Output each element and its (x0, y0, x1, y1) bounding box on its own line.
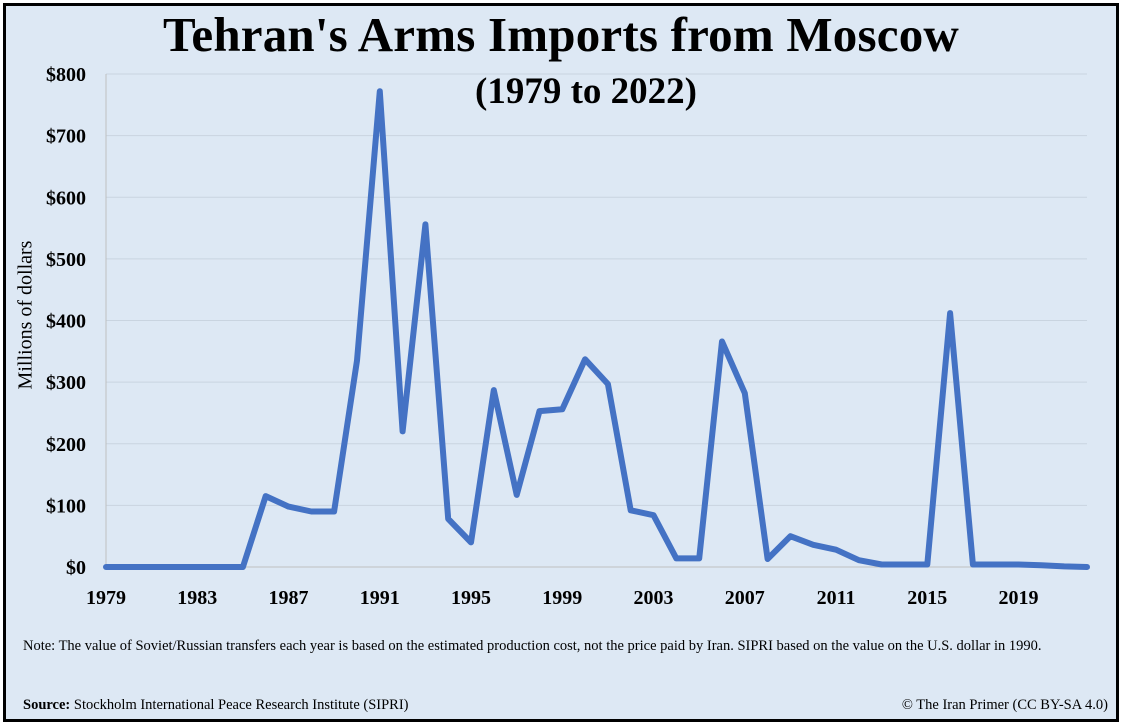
credit-line: © The Iran Primer (CC BY-SA 4.0) (901, 697, 1108, 713)
y-tick-label: $400 (46, 311, 86, 333)
y-tick-label: $500 (46, 249, 86, 271)
y-tick-label: $600 (46, 187, 86, 209)
x-tick-label: 1991 (360, 587, 400, 609)
chart-frame (3, 3, 1119, 722)
x-tick-label: 2015 (907, 587, 947, 609)
chart-note: Note: The value of Soviet/Russian transf… (23, 638, 1042, 654)
y-tick-label: $300 (46, 372, 86, 394)
x-tick-labels: 1979 1983 1987 1991 1995 1999 2003 2007 2011 2015… (86, 587, 1039, 609)
series (103, 88, 1090, 570)
x-tick-label: 2019 (999, 587, 1039, 609)
series-line (103, 88, 1090, 570)
x-tick-label: 2011 (817, 587, 856, 609)
y-tick-label: $100 (46, 495, 86, 517)
chart-subtitle: (1979 to 2022) (475, 71, 697, 112)
x-tick-label: 2007 (725, 587, 765, 609)
x-tick-label: 1983 (177, 587, 217, 609)
x-tick-label: 1979 (86, 587, 126, 609)
x-tick-label: 1995 (451, 587, 491, 609)
x-tick-label: 1999 (542, 587, 582, 609)
y-tick-label: $200 (46, 434, 86, 456)
gridlines (106, 73, 1087, 506)
source-line: Source: Stockholm International Peace Re… (23, 697, 409, 714)
y-tick-labels: $0 $100 $200 $300 $400 $500 $600 $700 $800 (46, 64, 86, 579)
y-tick-label: $800 (46, 64, 86, 86)
source-label: Source: (23, 697, 71, 713)
source-text: Stockholm International Peace Research I… (73, 697, 409, 713)
chart-title: Tehran's Arms Imports from Moscow (162, 7, 959, 62)
x-tick-label: 1987 (269, 587, 309, 609)
x-tick-label: 2003 (634, 587, 674, 609)
y-tick-label: $700 (46, 126, 86, 148)
y-tick-label: $0 (66, 557, 86, 579)
